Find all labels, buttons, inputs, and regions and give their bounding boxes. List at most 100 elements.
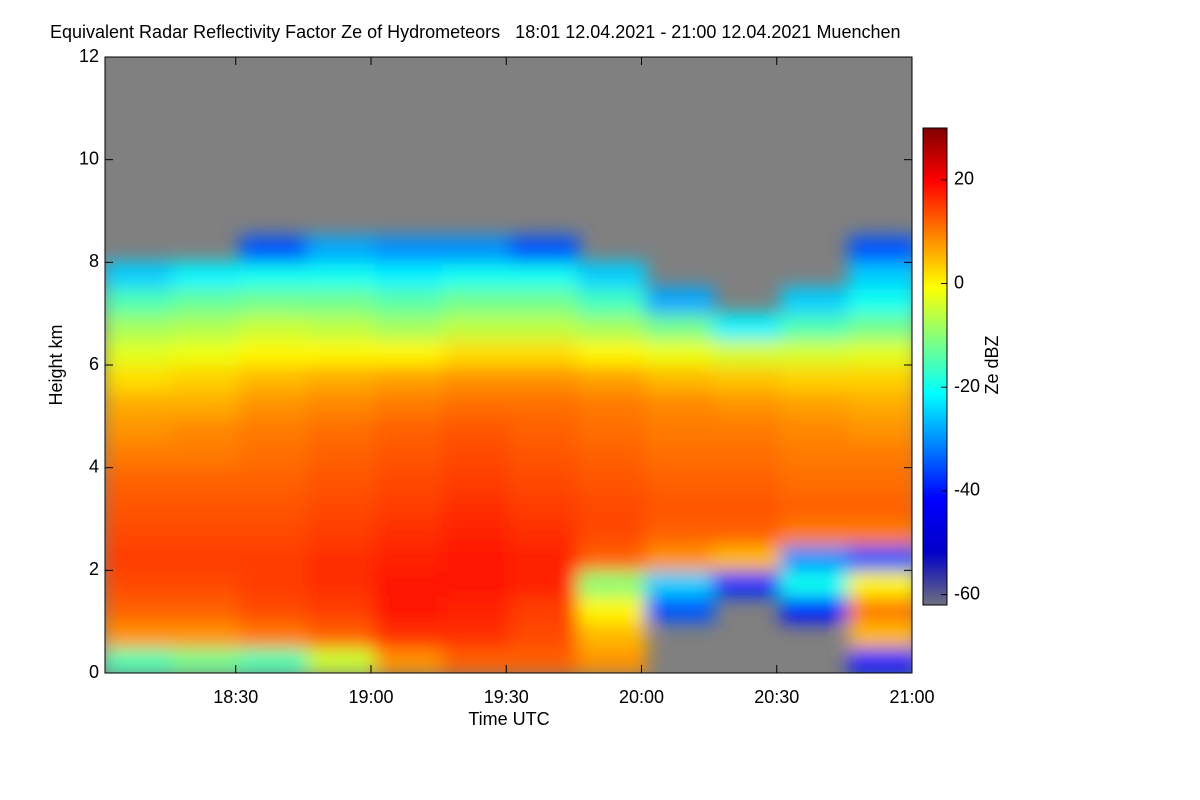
y-tick-label: 8 [89, 251, 99, 271]
heatmap-cell [645, 492, 715, 520]
heatmap-cell [645, 312, 715, 341]
heatmap-cell [847, 620, 912, 649]
heatmap-cell [509, 389, 580, 418]
heatmap-cell [306, 595, 377, 623]
heatmap-cell [780, 415, 850, 443]
x-tick-label: 20:00 [619, 687, 664, 707]
heatmap-cell [509, 364, 580, 392]
heatmap-cell [645, 338, 715, 366]
heatmap-cell [847, 569, 912, 597]
heatmap-cell [442, 466, 512, 495]
heatmap-cell [712, 312, 783, 341]
heatmap-cell [442, 595, 512, 623]
heatmap-cell [442, 441, 512, 469]
heatmap-cell [171, 312, 242, 341]
heatmap-cell [442, 646, 512, 673]
heatmap-cell [577, 646, 648, 673]
heatmap-cell [105, 466, 174, 495]
heatmap-cell [105, 543, 174, 572]
heatmap-cell [171, 261, 242, 289]
heatmap-cell [847, 261, 912, 289]
y-tick-label: 10 [79, 148, 99, 168]
heatmap-cell [577, 466, 648, 495]
heatmap-cell [239, 235, 309, 264]
heatmap-cell [442, 569, 512, 597]
heatmap-cell [847, 492, 912, 520]
heatmap-cell [306, 389, 377, 418]
heatmap-cell [171, 466, 242, 495]
heatmap-cell [306, 620, 377, 649]
heatmap-cell [847, 466, 912, 495]
heatmap-cell [105, 389, 174, 418]
colorbar-tick-label: 0 [954, 272, 964, 292]
heatmap-cell [105, 364, 174, 392]
heatmap-cell [509, 492, 580, 520]
heatmap-cell [645, 389, 715, 418]
heatmap-cell [509, 235, 580, 264]
chart-title: Equivalent Radar Reflectivity Factor Ze … [50, 22, 901, 42]
y-tick-label: 0 [89, 662, 99, 682]
heatmap-cell [105, 312, 174, 341]
heatmap-cell [239, 492, 309, 520]
heatmap-cell [306, 466, 377, 495]
heatmap-cell [171, 287, 242, 315]
heatmap-cell [306, 569, 377, 597]
heatmap-cell [374, 287, 445, 315]
heatmap-cell [171, 492, 242, 520]
heatmap-cell [712, 569, 783, 597]
x-tick-label: 21:00 [889, 687, 934, 707]
colorbar-tick-label: -20 [954, 376, 980, 396]
heatmap-cell [442, 518, 512, 546]
heatmap-cell [847, 312, 912, 341]
heatmap-cell [306, 338, 377, 366]
heatmap-cell [239, 518, 309, 546]
heatmap-cell [577, 569, 648, 597]
heatmap-cell [239, 415, 309, 443]
heatmap-cell [374, 338, 445, 366]
x-tick-label: 19:00 [348, 687, 393, 707]
y-axis-label: Height km [46, 324, 66, 405]
heatmap-cell [645, 543, 715, 572]
heatmap-cell [306, 646, 377, 673]
heatmap-cell [847, 338, 912, 366]
heatmap-cell [780, 569, 850, 597]
heatmap-cell [105, 595, 174, 623]
heatmap-cell [712, 364, 783, 392]
heatmap-cell [442, 389, 512, 418]
heatmap-cell [105, 415, 174, 443]
heatmap-cell [712, 441, 783, 469]
heatmap-cell [509, 646, 580, 673]
heatmap-cell [847, 389, 912, 418]
heatmap-cell [171, 415, 242, 443]
heatmap-cell [306, 492, 377, 520]
heatmap-cell [645, 518, 715, 546]
heatmap-cell [306, 518, 377, 546]
heatmap-cell [847, 518, 912, 546]
heatmap-cell [645, 466, 715, 495]
colorbar-tick-label: 20 [954, 169, 974, 189]
heatmap-cell [105, 338, 174, 366]
heatmap-cell [306, 235, 377, 264]
heatmap-cell [509, 518, 580, 546]
heatmap-cell [509, 287, 580, 315]
heatmap-cell [374, 415, 445, 443]
heatmap-cell [442, 261, 512, 289]
heatmap-cell [509, 620, 580, 649]
heatmap-cell [847, 235, 912, 264]
heatmap-cell [105, 441, 174, 469]
heatmap-cell [239, 620, 309, 649]
y-tick-label: 4 [89, 456, 99, 476]
heatmap-cell [374, 312, 445, 341]
heatmap-cell [509, 312, 580, 341]
heatmap-cell [847, 441, 912, 469]
heatmap-cell [171, 543, 242, 572]
heatmap-cells [105, 235, 912, 673]
heatmap-cell [171, 338, 242, 366]
heatmap-cell [171, 441, 242, 469]
heatmap-cell [712, 492, 783, 520]
heatmap-cell [577, 287, 648, 315]
colorbar [922, 127, 948, 606]
heatmap-cell [509, 595, 580, 623]
heatmap-cell [577, 338, 648, 366]
